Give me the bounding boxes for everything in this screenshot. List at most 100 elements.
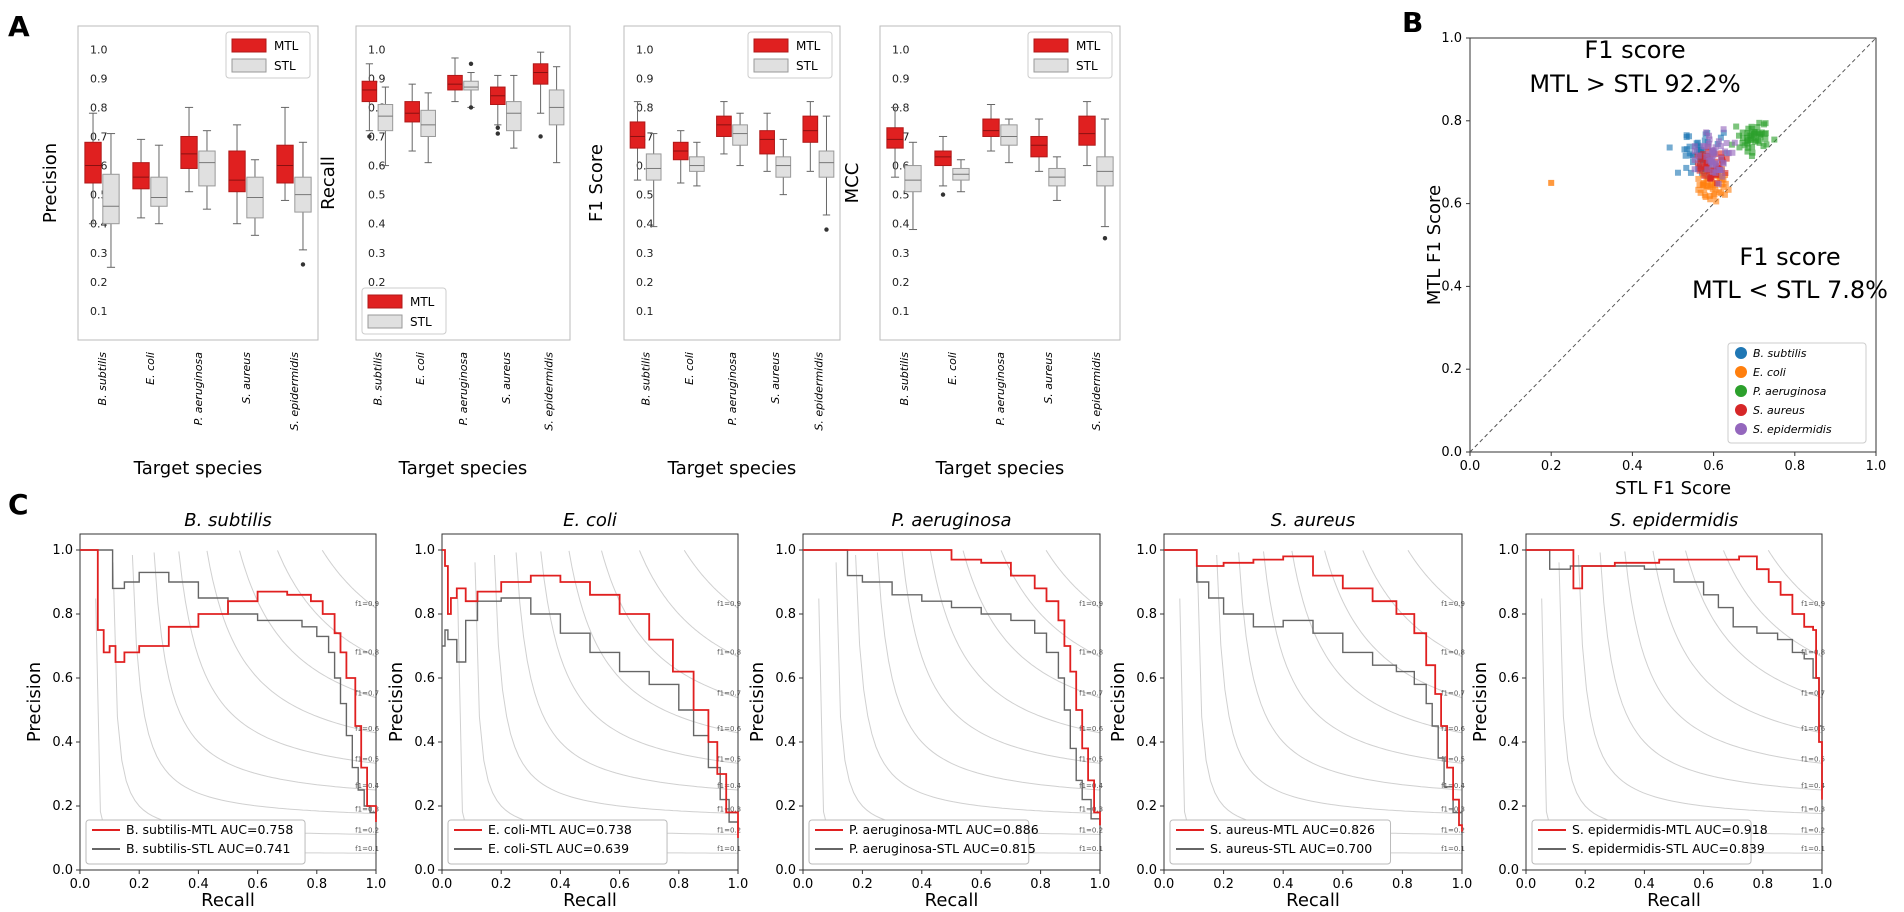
legend-frame (1169, 819, 1392, 865)
iso-f1-curve (1045, 549, 1101, 609)
iso-f1-label: f1=0.1 (717, 845, 741, 853)
legend-label-p-aeruginosa-stl-auc-0-815: P. aeruginosa-STL AUC=0.815 (849, 841, 1036, 856)
box-body (420, 109, 436, 137)
iso-f1-label: f1=0.5 (1441, 755, 1465, 763)
y-tick-label: 0.9 (636, 72, 654, 85)
x-tick-label-p-aeruginosa: P. aeruginosa (994, 352, 1007, 426)
x-tick-label: 0.8 (1784, 459, 1805, 474)
box-chart-a3: 0.10.20.30.40.50.60.70.80.91.0F1 ScoreB.… (586, 25, 841, 479)
box-stl-s-aureus (246, 159, 264, 236)
legend-frame (808, 819, 1030, 865)
x-tick-label-e-coli: E. coli (946, 352, 959, 385)
y-tick-label: 0.6 (368, 160, 386, 173)
iso-f1-curve (962, 550, 1101, 699)
iso-f1-curve (540, 551, 739, 764)
legend-label-e-coli-stl-auc-0-639: E. coli-STL AUC=0.639 (488, 841, 629, 856)
point (1715, 180, 1722, 187)
point (1725, 186, 1732, 193)
plot-frame (1469, 37, 1877, 453)
point (1681, 146, 1688, 153)
legend-label-s-aureus-mtl-auc-0-826: S. aureus-MTL AUC=0.826 (1210, 822, 1375, 837)
outlier-point (538, 134, 543, 139)
y-tick-label: 1.0 (1441, 31, 1462, 46)
iso-f1-label: f1=0.9 (1079, 600, 1103, 608)
x-axis-label: Recall (1286, 890, 1340, 911)
x-tick-label-s-aureus: S. aureus (769, 352, 782, 404)
iso-f1-label: f1=0.5 (1801, 755, 1825, 763)
y-tick-label: 0.4 (1441, 279, 1462, 294)
box-mtl-s-epidermidis (802, 101, 819, 172)
y-tick-label: 0.0 (414, 863, 435, 878)
iso-f1-label: f1=0.4 (1079, 782, 1103, 790)
y-tick-label: 0.1 (892, 305, 910, 318)
x-tick-label: 0.6 (1693, 877, 1714, 892)
iso-f1-curve (818, 598, 1101, 854)
x-axis-label: Target species (398, 458, 528, 479)
point (1700, 142, 1707, 149)
iso-f1-curve (277, 550, 377, 658)
y-tick-label: 0.6 (1498, 671, 1519, 686)
scatter-chart-b: 0.0 0.2 0.4 0.6 0.8 1.0 0.0 0.2 0.4 0.6 0.8 1.0 STL … (1424, 31, 1888, 499)
iso-f1-label: f1=0.2 (355, 826, 379, 834)
point (1729, 149, 1736, 156)
point (1722, 180, 1729, 187)
x-tick-label: 0.6 (609, 877, 630, 892)
x-tick-label: 1.0 (1452, 877, 1473, 892)
point (1694, 139, 1701, 146)
point (1691, 148, 1698, 155)
legend-swatch-mtl (367, 294, 403, 309)
iso-f1-curve (1767, 549, 1823, 609)
point (1755, 130, 1762, 137)
point (1697, 189, 1704, 196)
iso-f1-label: f1=0.1 (1441, 845, 1465, 853)
box-body (198, 150, 216, 187)
point (1707, 174, 1714, 181)
box-body (934, 150, 952, 167)
box-body (732, 124, 748, 146)
legend: MTL STL (747, 31, 833, 79)
y-tick-label: 0.2 (1136, 799, 1157, 814)
box-body (377, 104, 394, 132)
legend-swatch-mtl (753, 38, 789, 53)
legend-label-s-aureus: S. aureus (1753, 404, 1805, 417)
y-tick-label: 0.6 (775, 671, 796, 686)
y-tick-label: 0.2 (892, 276, 910, 289)
box-chart-a1: 0.10.20.30.40.50.60.70.80.91.0PrecisionB… (40, 25, 319, 479)
box-body (276, 144, 294, 184)
box-mtl-s-epidermidis (1078, 101, 1096, 167)
legend-marker-p-aeruginosa (1735, 385, 1747, 397)
box-body (802, 115, 819, 143)
box-body (716, 115, 732, 137)
y-tick-label: 0.8 (1136, 607, 1157, 622)
y-tick-label: 0.8 (892, 101, 910, 114)
legend-swatch-stl (1033, 58, 1069, 73)
box-mtl-e-coli (934, 135, 952, 197)
point (1736, 144, 1743, 151)
box-mtl-e-coli (404, 83, 420, 152)
point (1696, 156, 1703, 163)
point (1717, 134, 1724, 141)
legend-frame (1727, 342, 1867, 444)
iso-f1-label: f1=0.5 (355, 755, 379, 763)
box-body (1078, 115, 1096, 146)
x-tick-label-s-aureus: S. aureus (240, 352, 253, 404)
x-tick-label-e-coli: E. coli (414, 352, 427, 385)
x-tick-label: 0.2 (852, 877, 873, 892)
box-stl-p-aeruginosa (463, 61, 479, 110)
point (1687, 169, 1694, 176)
legend-label-b-subtilis-stl-auc-0-741: B. subtilis-STL AUC=0.741 (126, 841, 290, 856)
point (1762, 135, 1769, 142)
iso-f1-curve (1324, 550, 1463, 699)
x-tick-label: 0.0 (1516, 877, 1537, 892)
box-stl-e-coli (150, 144, 168, 225)
box-body (886, 127, 904, 149)
iso-f1-curve (1541, 598, 1823, 854)
y-axis-label: MCC (842, 163, 863, 204)
y-tick-label: 0.0 (1441, 445, 1462, 460)
iso-f1-curve (1263, 551, 1463, 764)
box-mtl-p-aeruginosa (447, 57, 463, 103)
iso-f1-curve (493, 554, 739, 814)
point (1686, 143, 1693, 150)
y-tick-label: 1.0 (52, 543, 73, 558)
point (1694, 160, 1701, 167)
